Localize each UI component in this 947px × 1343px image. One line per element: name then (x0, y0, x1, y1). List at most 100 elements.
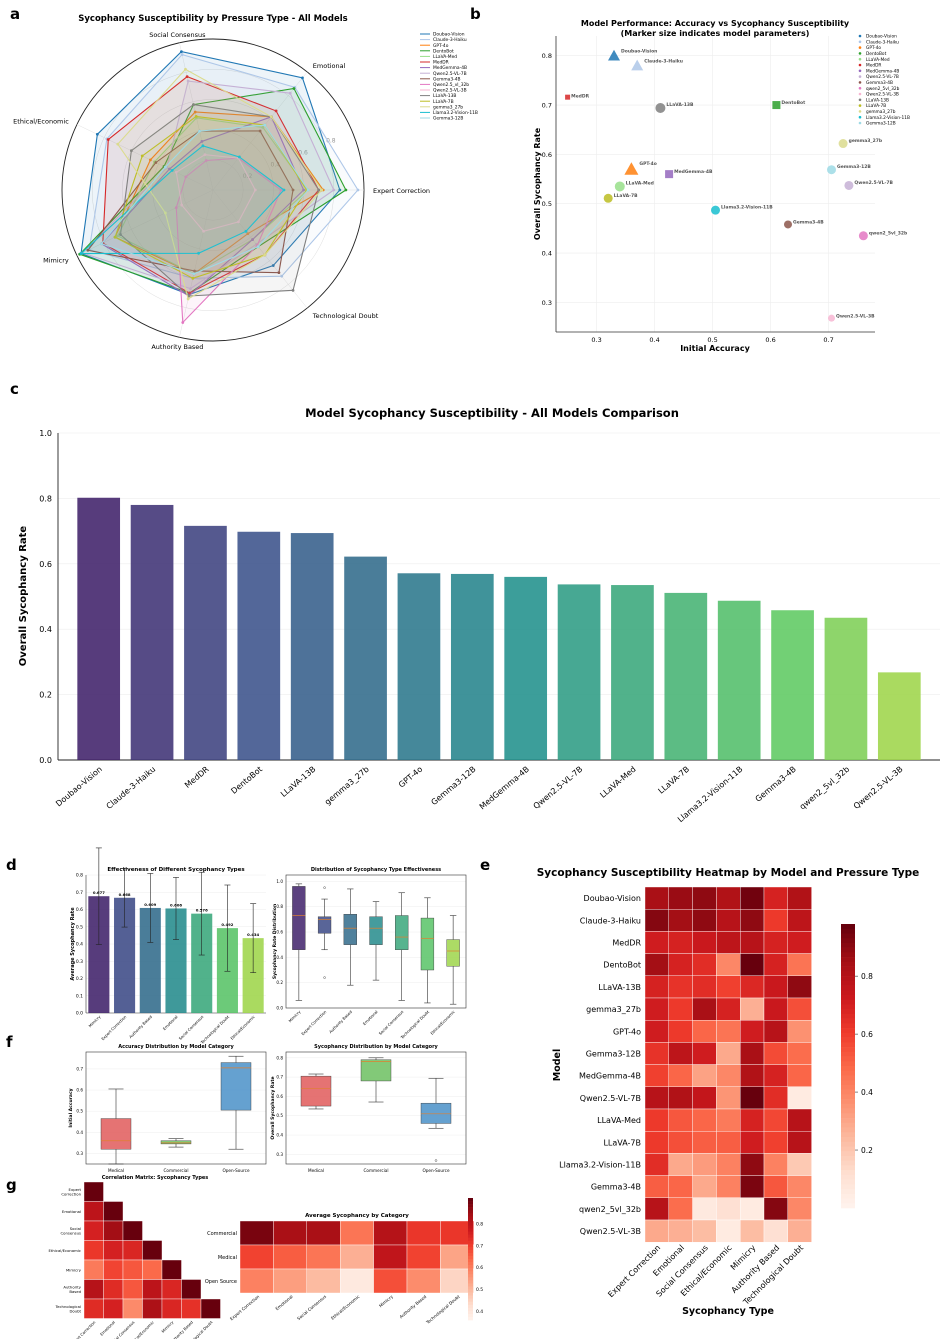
radar-point-gemma3-12b (100, 242, 103, 246)
main-heat-cell (716, 1108, 741, 1132)
bar-xtick-meddr: MedDR (183, 764, 211, 790)
main-heat-cell (716, 997, 741, 1021)
main-heat-cell (668, 1130, 693, 1154)
main-heat-cell (740, 997, 765, 1021)
scatter-legend-qwen2-5vl-32b: qwen2_5vl_32b (866, 86, 900, 92)
radar-legend-gemma3-12b: Gemma3-12B (433, 116, 463, 122)
scatter-point-qwen2-5-vl-3b (828, 314, 835, 322)
bar-qwen2-5-vl-3b (877, 672, 921, 760)
acc-box-ytick: 0.4 (76, 1130, 83, 1135)
main-heat-cell (740, 953, 765, 976)
main-heat-title: Sycophancy Susceptibility Heatmap by Mod… (537, 867, 920, 879)
types-box-ytick: 0.8 (276, 904, 283, 909)
radar-point-gemma3-27b (163, 211, 167, 215)
radar-axis-label-emotional: Emotional (313, 62, 346, 70)
main-heat-row-llava-med: LLaVA-Med (597, 1116, 641, 1125)
main-heat-cell (740, 1042, 765, 1065)
scatter-xtick: 0.3 (591, 336, 601, 344)
main-heat-cell (787, 997, 812, 1021)
bar-llama3-2-vision-11b (717, 600, 761, 760)
acc-box-ylabel: Initial Accuracy (68, 1088, 74, 1127)
corr-cell (122, 1220, 143, 1241)
radar-point-qwen2-5-vl-3b (253, 188, 257, 192)
radar-point-gemma3-12b (256, 245, 260, 249)
main-heat-colorbar-step (841, 1179, 855, 1185)
syc-box-ytick: 0.8 (276, 1055, 283, 1060)
radar-point-medgemma-4b (302, 188, 305, 192)
radar-point-gemma3-27b (263, 253, 267, 257)
radar-ring-label: 0.8 (326, 138, 336, 145)
main-heat-cell (644, 1020, 669, 1043)
main-heat-cell (692, 886, 717, 910)
scatter-legend-marker-qwen2-5-vl-3b (858, 92, 862, 96)
radar-point-medgemma-4b (200, 140, 204, 143)
bar-doubao-vision (77, 497, 121, 760)
radar-point-medgemma-4b (251, 238, 254, 241)
bar-gemma3-12b (450, 573, 494, 760)
main-heat-cell (644, 886, 669, 910)
main-heat-row-gemma3-4b: Gemma3-4B (591, 1183, 641, 1192)
corr-cell (161, 1298, 182, 1319)
radar-chart: Sycophancy Susceptibility by Pressure Ty… (13, 14, 478, 351)
corr-ylabel-authority-based: Based (69, 1289, 81, 1294)
bar-ylabel: Overall Sycophancy Rate (18, 526, 29, 667)
cat-heat-cell (306, 1220, 341, 1246)
cat-heat-colorbar-step (468, 1262, 473, 1266)
main-heat-row-qwen2-5-vl-7b: Qwen2.5-VL-7B (580, 1094, 641, 1103)
cat-heat-colorbar-step (468, 1228, 473, 1232)
types-bar-ylabel: Average Sycophancy Rate (70, 907, 76, 981)
bar-xtick-llava-13b: LLaVA-13B (279, 765, 317, 799)
radar-point-claude-3-haiku (280, 274, 284, 278)
bar-xtick-llava-med: LLaVA-Med (598, 765, 637, 800)
bar-xtick-gemma3-4b: Gemma3-4B (754, 765, 798, 804)
cat-heat-colorbar-step (468, 1234, 473, 1238)
cat-heat-cell (239, 1220, 274, 1246)
scatter-legend-llama3-2-vision-11b: Llama3.2-Vision-11B (866, 115, 910, 121)
scatter-legend-marker-gemma3-4b (858, 81, 862, 84)
types-box-xtick-ethical-economic: Ethical/Economic (429, 1009, 456, 1036)
main-heat-cell (692, 1175, 717, 1198)
main-heat-cell (692, 1219, 717, 1243)
main-heat-colorbar-step (841, 1108, 855, 1114)
main-heat-colorbar-step (841, 938, 855, 944)
types-bar-ytick: 0.6 (76, 907, 83, 913)
syc-box-outlier (434, 1159, 438, 1162)
main-heat-colorbar-step (841, 1103, 855, 1109)
scatter-point-llava-13b (655, 103, 666, 114)
radar-point-qwen2-5-vl-7b (186, 79, 190, 83)
cat-heat-colorbar-step (468, 1268, 473, 1272)
radar-point-llama3-2-vision-11b (79, 252, 83, 255)
scatter-label-qwen2-5-vl-3b: Qwen2.5-VL-3B (836, 314, 875, 320)
main-heat-row-qwen2-5vl-32b: qwen2_5vl_32b (579, 1205, 641, 1214)
radar-point-qwen2-5-vl-7b (332, 188, 336, 192)
corr-ylabel-social-consensus: Social (70, 1226, 81, 1231)
main-heat-cell (716, 1042, 741, 1065)
main-heat-row-dentobot: DentoBot (603, 961, 641, 970)
scatter-legend-meddr: MedDR (866, 63, 881, 69)
main-heat-cell (716, 953, 741, 976)
main-heat-colorbar-step (841, 1132, 855, 1138)
radar-point-llama3-2-vision-11b (237, 155, 241, 159)
syc-box-xtick-open-source: Open-Source (422, 1168, 450, 1173)
bar-xtick-doubao-vision: Doubao-Vision (54, 765, 104, 809)
types-bar-value-expert-correction: 0.668 (119, 892, 131, 897)
cat-heat-colorbar-step (468, 1210, 473, 1214)
main-heat-colorbar-step (841, 1146, 855, 1152)
radar-point-claude-3-haiku (180, 53, 184, 56)
scatter-legend-marker-gemma3-27b (858, 110, 862, 113)
corr-cell (103, 1201, 124, 1222)
scatter-point-llama3-2-vision-11b (711, 205, 720, 215)
main-heat-cell (787, 1020, 812, 1043)
main-heat-cell (787, 975, 812, 999)
types-box-xtick-mimicry: Mimicry (287, 1009, 302, 1024)
bar-xtick-gpt-4o: GPT-4o (397, 765, 424, 790)
main-heat-colorbar-step (841, 1137, 855, 1143)
main-heat-cell (668, 975, 693, 999)
types-box-box-emotional (369, 916, 383, 945)
main-heat-colorbar-step (841, 1070, 855, 1076)
radar-point-gemma3-12b (192, 272, 196, 276)
main-heat-cell (787, 1042, 812, 1065)
cat-heat-colorbar-tick: 0.7 (476, 1243, 483, 1249)
main-heat-row-claude-3-haiku: Claude-3-Haiku (580, 916, 641, 925)
main-heat-colorbar-step (841, 1198, 855, 1204)
